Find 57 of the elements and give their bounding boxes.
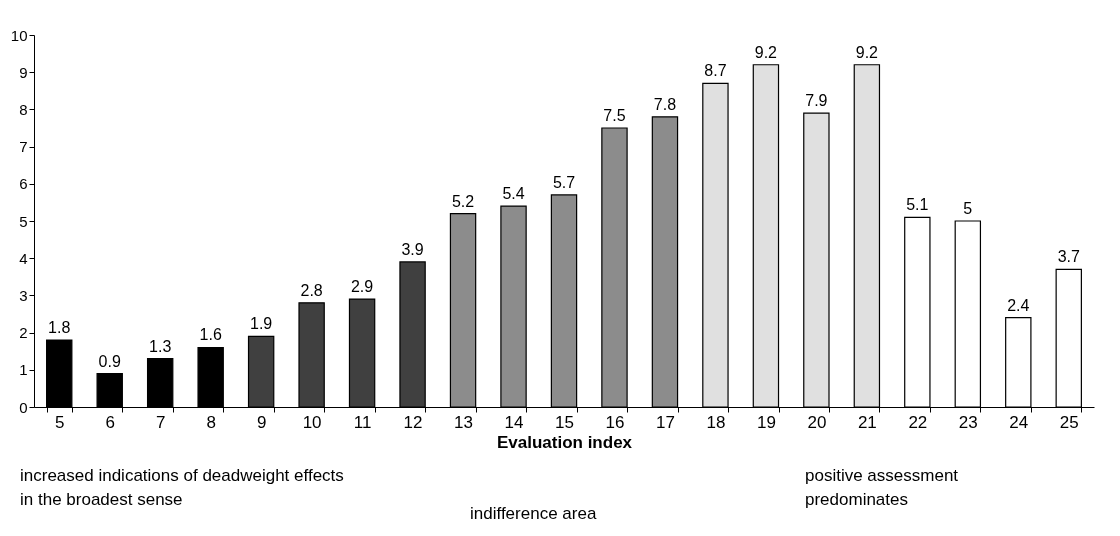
text: indifference area: [470, 503, 598, 525]
data-label: 2.8: [300, 281, 323, 299]
x-tick-label: 20: [807, 412, 827, 432]
data-label: 7.5: [603, 107, 626, 124]
data-label: 3.9: [401, 240, 424, 258]
data-label: 8.7: [704, 62, 727, 80]
data-label: 2.9: [350, 278, 374, 296]
data-label: 0.9: [98, 352, 121, 370]
x-tick-label: 12: [403, 412, 423, 432]
y-tick-label: 1: [19, 361, 28, 379]
data-label: 5.2: [451, 192, 475, 210]
y-tick-label: 2: [19, 324, 28, 342]
x-tick-label: 16: [605, 412, 625, 432]
x-tick-label: 14: [504, 412, 524, 432]
x-tick-label: 9: [256, 412, 267, 432]
x-tick-label: 17: [655, 412, 675, 432]
y-tick-label: 5: [19, 212, 28, 230]
data-label: 3.7: [1057, 248, 1080, 266]
data-label: 5.1: [906, 196, 929, 214]
x-tick-label: 18: [706, 412, 726, 432]
x-tick-label: 15: [555, 412, 574, 432]
y-tick-label: 0: [19, 398, 28, 416]
text: positive assessment predominates: [805, 465, 960, 511]
x-tick-label: 19: [756, 412, 776, 432]
x-axis-title: Evaluation index: [496, 432, 633, 452]
y-tick-label: 3: [19, 286, 28, 304]
data-label: 1.9: [250, 315, 273, 333]
x-tick-label: 8: [206, 412, 216, 432]
data-label: 9.2: [754, 43, 778, 61]
data-label: 7.8: [653, 95, 677, 113]
x-tick-label: 25: [1059, 412, 1079, 432]
text: increased indications of deadweight effects in the broadest sense: [20, 465, 345, 511]
data-label: 5.7: [552, 173, 576, 191]
x-tick-label: 6: [105, 412, 115, 432]
data-label: 7.9: [805, 92, 828, 110]
y-tick-label: 10: [10, 26, 28, 44]
x-tick-label: 23: [958, 412, 978, 432]
y-tick-label: 9: [19, 63, 28, 81]
data-label: 2.4: [1007, 296, 1030, 314]
data-label: 1.3: [149, 337, 172, 355]
data-label: 5.4: [502, 185, 525, 203]
x-tick-label: 11: [353, 412, 372, 432]
y-tick-label: 7: [19, 138, 28, 156]
data-label: 5: [963, 200, 973, 217]
x-tick-label: 22: [908, 412, 928, 432]
data-label: 1.6: [199, 326, 222, 344]
x-tick-label: 7: [155, 412, 166, 432]
y-tick-label: 6: [19, 175, 28, 193]
x-tick-label: 10: [302, 412, 322, 432]
x-tick-label: 5: [55, 412, 65, 432]
y-tick-label: 4: [19, 249, 28, 267]
data-label: 9.2: [855, 43, 879, 61]
data-label: 1.8: [48, 319, 71, 337]
x-tick-label: 21: [857, 412, 877, 432]
x-tick-label: 13: [454, 412, 474, 432]
x-tick-label: 24: [1009, 412, 1029, 432]
y-tick-label: 8: [19, 100, 28, 118]
